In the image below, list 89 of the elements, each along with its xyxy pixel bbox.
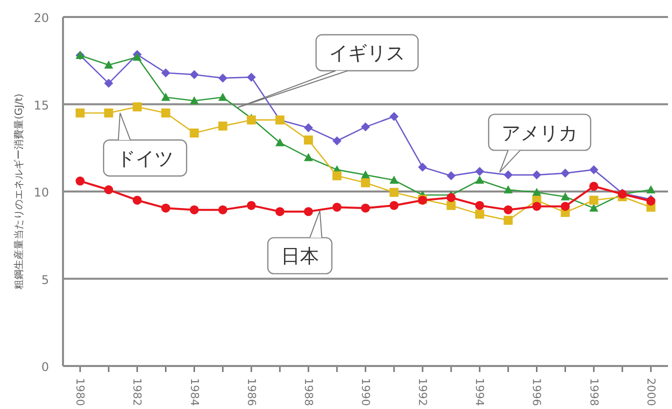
point bbox=[218, 74, 228, 83]
point bbox=[361, 204, 370, 213]
point bbox=[190, 205, 199, 214]
x-tick-label: 1982 bbox=[130, 378, 144, 406]
point bbox=[361, 170, 370, 179]
annotation: ドイツ bbox=[116, 148, 174, 170]
annotation: 日本 bbox=[280, 246, 319, 268]
point bbox=[161, 108, 170, 118]
point bbox=[304, 136, 313, 145]
point bbox=[560, 168, 570, 178]
callout: ドイツ bbox=[102, 112, 188, 177]
point bbox=[304, 207, 313, 216]
point bbox=[132, 52, 142, 61]
point bbox=[475, 166, 484, 176]
y-tick-label: 15 bbox=[34, 98, 49, 112]
point bbox=[446, 171, 456, 180]
x-tick-label: 1988 bbox=[302, 378, 315, 406]
y-tick-label: 10 bbox=[34, 186, 49, 200]
point bbox=[132, 196, 142, 205]
point bbox=[218, 122, 228, 131]
y-axis-title: 粗鋼生産量当たりのエネルギー消費量(GJ/t) bbox=[13, 94, 25, 290]
point bbox=[161, 204, 170, 213]
point bbox=[532, 202, 542, 211]
point bbox=[390, 176, 399, 184]
x-tick-label: 1984 bbox=[188, 378, 201, 406]
point bbox=[390, 200, 399, 210]
x-tick-label: 1986 bbox=[244, 378, 258, 406]
y-tick-label: 20 bbox=[34, 11, 49, 25]
point bbox=[504, 205, 513, 214]
point bbox=[161, 92, 170, 101]
point bbox=[446, 193, 456, 202]
point bbox=[560, 202, 570, 211]
point bbox=[589, 196, 598, 205]
point bbox=[475, 200, 484, 210]
point bbox=[218, 92, 228, 101]
point bbox=[332, 202, 342, 212]
point bbox=[304, 152, 313, 162]
point bbox=[104, 185, 114, 194]
x-tick-label: 1980 bbox=[74, 378, 87, 406]
callout: 日本 bbox=[267, 210, 332, 274]
point bbox=[475, 210, 484, 219]
point bbox=[218, 205, 228, 214]
point bbox=[190, 70, 199, 80]
point bbox=[390, 188, 399, 197]
point bbox=[504, 170, 513, 180]
point bbox=[246, 115, 256, 124]
point bbox=[275, 138, 284, 146]
point bbox=[475, 176, 484, 184]
point bbox=[390, 112, 399, 121]
x-tick-label: 1992 bbox=[416, 378, 430, 406]
x-tick-label: 1990 bbox=[359, 378, 372, 406]
point bbox=[446, 200, 456, 210]
x-tick-label: 1998 bbox=[587, 378, 600, 406]
point bbox=[560, 192, 570, 200]
callout: イギリス bbox=[236, 34, 419, 108]
point bbox=[589, 182, 598, 191]
annotation: イギリス bbox=[329, 42, 406, 65]
point bbox=[418, 162, 428, 172]
point bbox=[589, 165, 598, 174]
point bbox=[246, 200, 256, 210]
point bbox=[532, 188, 542, 196]
point bbox=[589, 204, 598, 212]
point bbox=[104, 108, 114, 118]
point bbox=[332, 171, 342, 180]
x-tick-label: 1996 bbox=[530, 378, 544, 406]
point bbox=[190, 128, 199, 138]
point bbox=[104, 78, 114, 88]
x-tick-label: 1994 bbox=[473, 378, 486, 406]
y-tick-label: 5 bbox=[41, 272, 49, 287]
point bbox=[104, 60, 114, 69]
point bbox=[504, 185, 513, 194]
point bbox=[190, 96, 199, 104]
point bbox=[161, 68, 170, 78]
point bbox=[361, 122, 370, 132]
y-tick-label: 0 bbox=[41, 360, 49, 374]
callout: アメリカ bbox=[488, 114, 592, 173]
point bbox=[646, 185, 656, 194]
point bbox=[332, 136, 342, 146]
point bbox=[532, 170, 542, 180]
point bbox=[132, 102, 142, 112]
point bbox=[76, 176, 85, 186]
point bbox=[275, 207, 284, 216]
point bbox=[361, 178, 370, 188]
point bbox=[76, 108, 85, 118]
point bbox=[246, 72, 256, 82]
x-tick-label: 2000 bbox=[644, 378, 658, 406]
point bbox=[304, 123, 313, 132]
point bbox=[504, 216, 513, 225]
annotation: アメリカ bbox=[502, 122, 578, 144]
